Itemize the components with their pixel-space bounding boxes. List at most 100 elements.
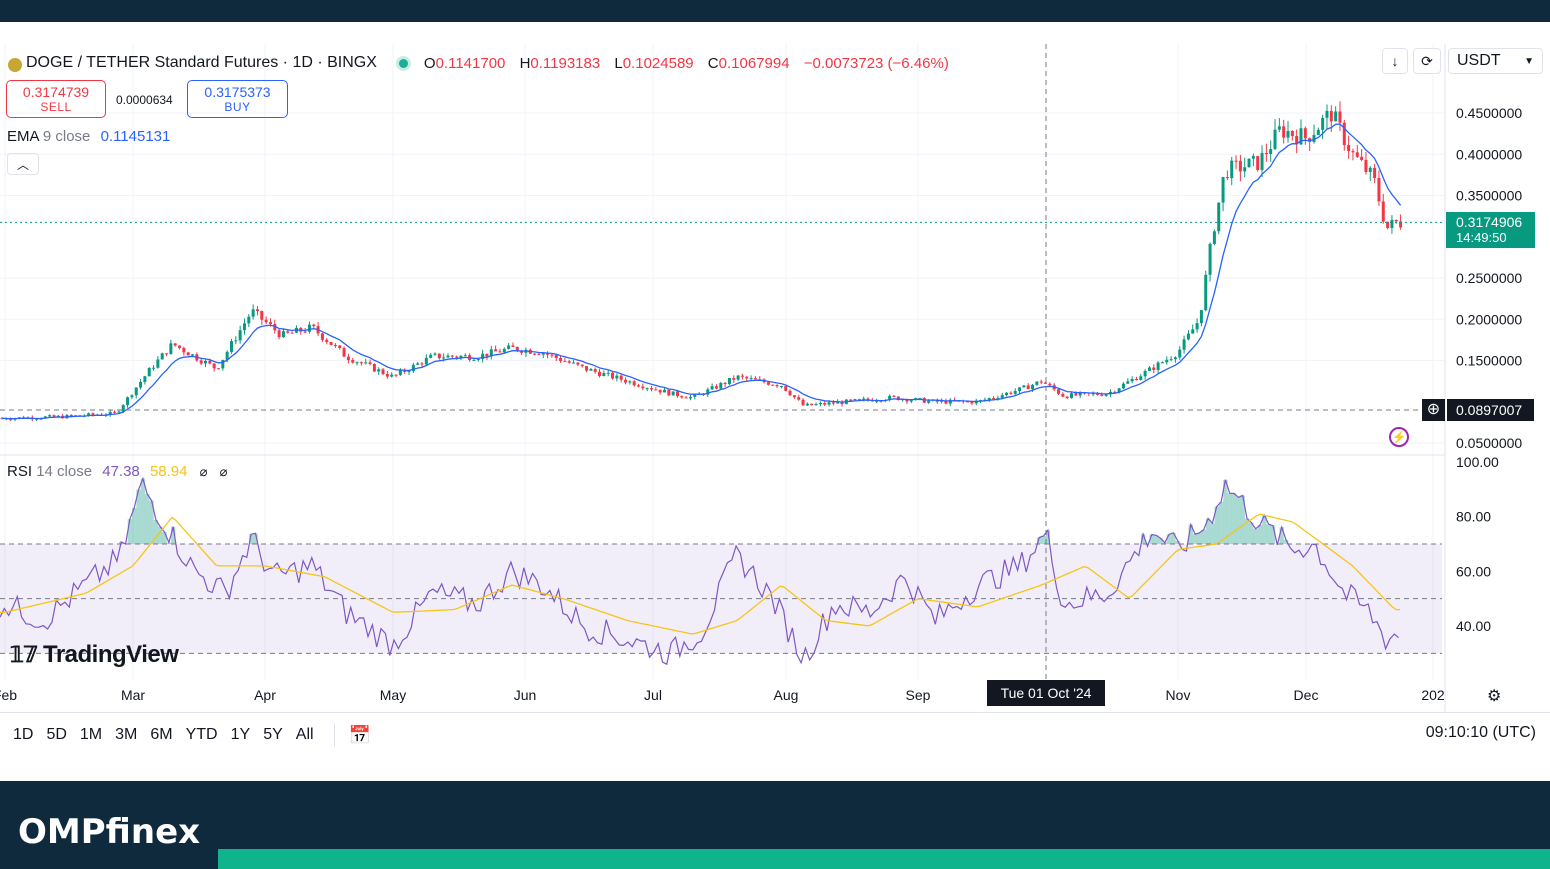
range-1y[interactable]: 1Y	[230, 726, 251, 743]
candle-body	[268, 322, 272, 325]
candle-body	[1303, 128, 1307, 139]
candle-body	[667, 389, 671, 396]
candle-body	[1000, 395, 1004, 398]
candle-body	[862, 398, 866, 400]
rsi-overbought-fill	[1171, 532, 1176, 544]
chevron-up-icon: ︿	[16, 157, 29, 172]
ohlc-change: −0.0073723 (−6.46%)	[803, 54, 949, 72]
candle-body	[264, 319, 268, 323]
candle-body	[169, 343, 173, 354]
candle-body	[1126, 381, 1130, 384]
range-all[interactable]: All	[295, 726, 314, 743]
settings-gear-icon[interactable]: ⚙	[1487, 688, 1502, 705]
add-alert-icon[interactable]: ⊕	[1422, 399, 1445, 421]
candle-body	[554, 354, 558, 358]
candle-body	[1221, 177, 1225, 203]
candle-body	[165, 353, 169, 355]
range-1m[interactable]: 1M	[79, 726, 103, 743]
time-axis-label: Feb	[0, 687, 17, 703]
range-ytd[interactable]: YTD	[185, 726, 218, 743]
candle-body	[476, 358, 480, 360]
candle-body	[727, 378, 731, 385]
time-axis-label: Apr	[254, 687, 276, 703]
candle-body	[1386, 221, 1390, 228]
candle-body	[775, 385, 779, 387]
sell-button[interactable]: 0.3174739 SELL	[6, 80, 106, 118]
candle-body	[1360, 156, 1364, 160]
candle-body	[736, 375, 740, 380]
range-5d[interactable]: 5D	[46, 726, 67, 743]
bar-countdown: 14:49:50	[1456, 230, 1507, 245]
candle-body	[1078, 392, 1082, 396]
price-axis-label: 0.4500000	[1456, 105, 1522, 121]
ema-value: 0.1145131	[100, 128, 171, 145]
range-5y[interactable]: 5Y	[263, 726, 283, 743]
rsi-overbought-fill	[1249, 522, 1254, 544]
crosshair-date-label: Tue 01 Oct '24	[987, 680, 1105, 706]
currency-select[interactable]: USDT ▼	[1448, 48, 1543, 74]
lightning-icon[interactable]: ⚡	[1389, 427, 1409, 447]
candle-body	[611, 372, 615, 379]
footer-gap	[0, 761, 1550, 781]
candle-body	[143, 376, 147, 382]
candle-body	[589, 369, 593, 371]
candle-body	[1312, 135, 1316, 142]
ohlc-low-key: L	[614, 54, 623, 72]
candle-body	[229, 341, 233, 352]
candle-body	[1238, 160, 1242, 172]
candle-body	[628, 381, 632, 383]
candle-body	[1390, 219, 1394, 228]
candle-body	[204, 360, 208, 364]
rsi-overbought-fill	[1231, 493, 1237, 544]
candle-body	[745, 376, 749, 379]
range-3m[interactable]: 3M	[115, 726, 138, 743]
candle-body	[433, 353, 437, 355]
price-axis-label: 0.0500000	[1456, 435, 1522, 451]
rsi-overbought-fill	[1270, 525, 1276, 544]
calendar-icon[interactable]: 📅	[348, 724, 371, 745]
candle-body	[446, 355, 450, 358]
refresh-icon[interactable]: ⟳	[1413, 48, 1441, 74]
candle-body	[130, 395, 134, 398]
candle-body	[325, 339, 329, 343]
candle-body	[1338, 111, 1342, 123]
candle-body	[147, 367, 151, 377]
candle-body	[637, 385, 641, 387]
rsi-overbought-fill	[1037, 537, 1042, 544]
candle-body	[849, 399, 853, 401]
candle-body	[1074, 393, 1078, 396]
collapse-legend-button[interactable]: ︿	[7, 153, 39, 175]
buy-button[interactable]: 0.3175373 BUY	[187, 80, 288, 118]
rsi-legend[interactable]: RSI 14 close 47.38 58.94 ⌀ ⌀	[7, 463, 228, 480]
candle-body	[550, 354, 554, 356]
candle-body	[831, 402, 835, 404]
candle-body	[1217, 202, 1221, 232]
download-icon[interactable]: ↓	[1382, 48, 1408, 74]
utc-clock[interactable]: 09:10:10 (UTC)	[1425, 724, 1536, 741]
candle-body	[1139, 376, 1143, 381]
ema-9-line	[1, 123, 1402, 420]
price-axis-label: 0.3500000	[1456, 188, 1522, 204]
ema-legend[interactable]: EMA 9 close 0.1145131	[7, 128, 170, 145]
brand-green-bar	[218, 849, 1550, 869]
candle-body	[1286, 130, 1290, 138]
candle-body	[1321, 117, 1325, 130]
candle-body	[234, 340, 238, 342]
time-axis-label: Sep	[906, 687, 931, 703]
time-axis-label: Aug	[774, 687, 799, 703]
candle-body	[1277, 126, 1281, 130]
candle-body	[567, 361, 571, 363]
candle-body	[1329, 110, 1333, 122]
rsi-overbought-fill	[158, 526, 163, 544]
candle-body	[797, 397, 801, 400]
buy-price: 0.3175373	[204, 84, 271, 100]
buy-label: BUY	[224, 100, 251, 114]
candle-body	[541, 353, 545, 355]
range-6m[interactable]: 6M	[150, 726, 173, 743]
candle-body	[675, 391, 679, 397]
candle-body	[771, 384, 775, 386]
symbol-title[interactable]: DOGE / TETHER Standard Futures · 1D · BI…	[26, 54, 377, 71]
candle-body	[1143, 370, 1147, 377]
range-1d[interactable]: 1D	[13, 726, 34, 743]
